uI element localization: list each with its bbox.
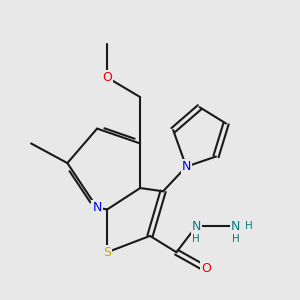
Text: O: O <box>102 71 112 84</box>
Text: H: H <box>245 221 253 231</box>
Text: H: H <box>192 234 199 244</box>
Text: O: O <box>201 262 211 275</box>
Text: S: S <box>103 246 111 259</box>
Text: H: H <box>232 234 240 244</box>
Text: N: N <box>231 220 241 232</box>
Text: N: N <box>182 160 191 173</box>
Text: N: N <box>192 220 201 232</box>
Text: N: N <box>92 201 102 214</box>
